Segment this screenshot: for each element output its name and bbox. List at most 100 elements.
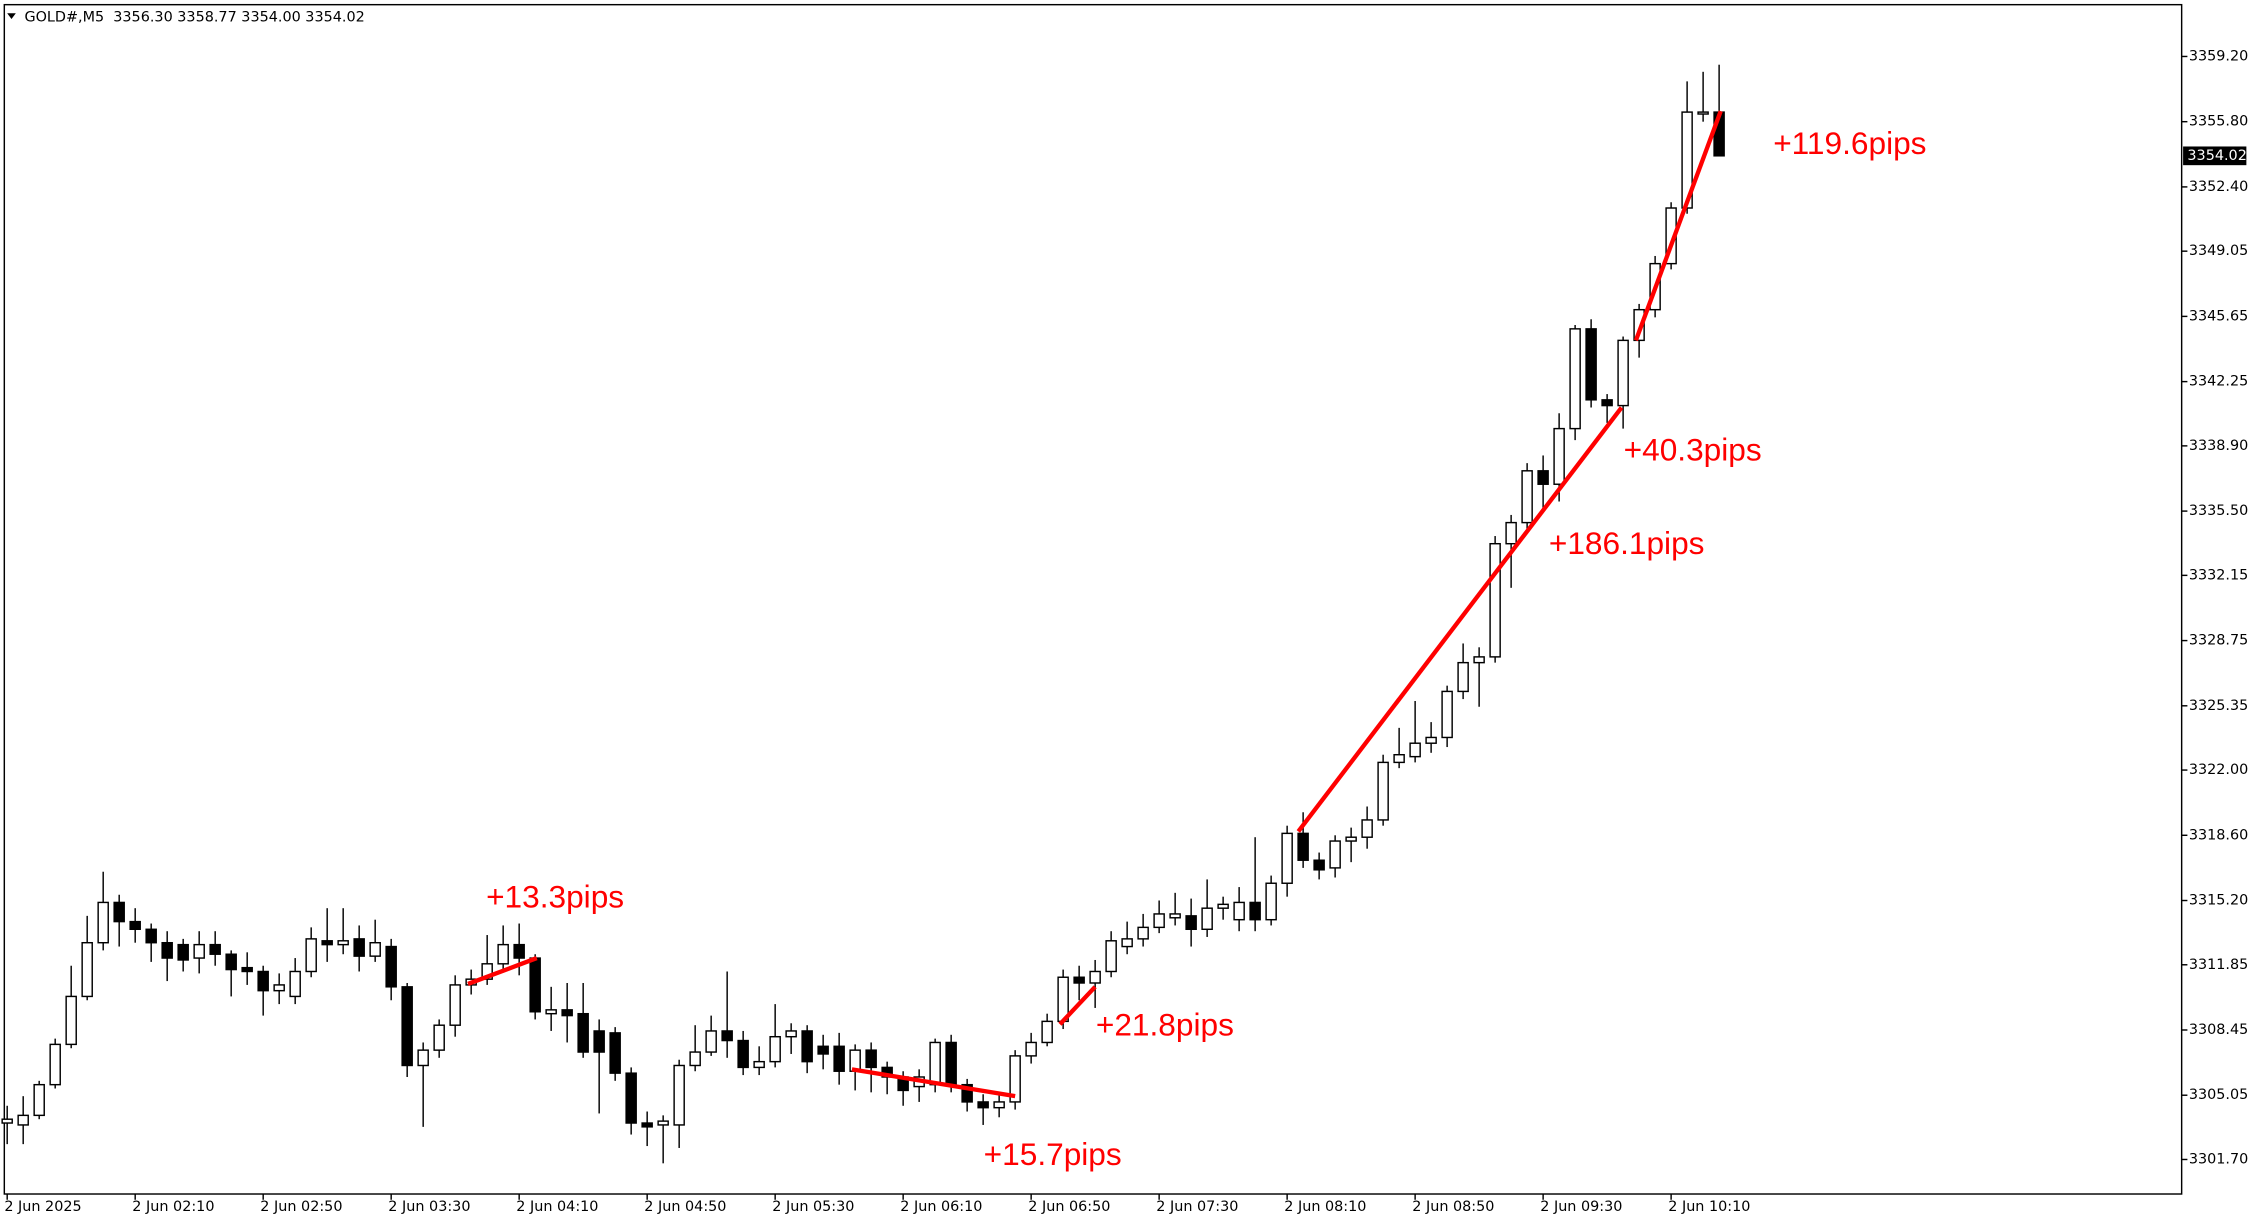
candle-body <box>641 1122 653 1128</box>
candle-body <box>1505 521 1517 545</box>
candle-body <box>817 1045 829 1055</box>
candle-body <box>801 1030 813 1063</box>
candle-body <box>529 957 541 1013</box>
candle-body <box>945 1041 957 1086</box>
candle-body <box>1009 1055 1021 1103</box>
candle-body <box>993 1101 1005 1109</box>
y-tick-label: 3328.75 <box>2189 633 2248 649</box>
candle-body <box>1041 1020 1053 1044</box>
candle-body <box>1297 832 1309 861</box>
candle-body <box>145 928 157 944</box>
candle-body <box>833 1045 845 1072</box>
candle-body <box>1633 308 1645 342</box>
price-tag <box>2183 146 2247 166</box>
candle-body <box>161 941 173 959</box>
candle-body <box>81 941 93 998</box>
candle-body <box>17 1114 29 1126</box>
y-tick-label: 3322.00 <box>2189 762 2248 778</box>
candle-body <box>689 1051 701 1067</box>
x-tick-label: 2 Jun 04:50 <box>644 1199 726 1215</box>
price-tag-label: 3354.02 <box>2187 148 2246 164</box>
candle-body <box>609 1032 621 1074</box>
annotation: +40.3pips <box>1624 431 1762 467</box>
candle-body <box>1281 832 1293 884</box>
candle-body <box>657 1120 669 1126</box>
annotation: +21.8pips <box>1096 1007 1234 1043</box>
x-tick-label: 2 Jun 05:30 <box>772 1199 854 1215</box>
candle-body <box>273 984 285 992</box>
candle-body <box>369 941 381 957</box>
candle-body <box>481 963 493 980</box>
candle-body <box>337 940 349 946</box>
candle-body <box>593 1030 605 1053</box>
candle-body <box>1553 427 1565 485</box>
candle-body <box>1073 976 1085 984</box>
candle-body <box>513 943 525 959</box>
candle-body <box>977 1101 989 1109</box>
candle-body <box>1617 339 1629 407</box>
candle-body <box>1105 940 1117 973</box>
candle-body <box>1441 690 1453 739</box>
candle-body <box>1265 882 1277 921</box>
trend-line <box>1633 110 1723 342</box>
candle-body <box>33 1083 45 1117</box>
candle-body <box>1313 859 1325 871</box>
candle-body <box>1569 328 1581 430</box>
candle-body <box>193 943 205 959</box>
candle-body <box>1377 761 1389 821</box>
candle-body <box>1393 753 1405 764</box>
annotation: +13.3pips <box>486 879 624 915</box>
candle-body <box>1345 836 1357 842</box>
candle-body <box>673 1064 685 1126</box>
y-tick-label: 3315.20 <box>2189 893 2248 909</box>
candle-body <box>385 945 397 988</box>
candle-body <box>753 1060 765 1069</box>
candle-body <box>305 938 317 973</box>
y-tick-label: 3311.85 <box>2189 957 2248 973</box>
candle-body <box>561 1009 573 1017</box>
y-tick-label: 3355.80 <box>2189 114 2248 130</box>
candle-body <box>177 943 189 961</box>
candle-body <box>1489 542 1501 658</box>
y-tick-label: 3349.05 <box>2189 243 2248 259</box>
candle-body <box>1585 328 1597 401</box>
candle-body <box>225 953 237 971</box>
x-tick-label: 2 Jun 07:30 <box>1156 1199 1238 1215</box>
y-tick-label: 3359.20 <box>2189 48 2248 64</box>
y-tick-label: 3338.90 <box>2189 438 2248 454</box>
candle-body <box>1361 819 1373 838</box>
candle-body <box>49 1043 61 1086</box>
candle-body <box>865 1049 877 1069</box>
plot-frame <box>3 3 2183 1195</box>
annotation: +119.6pips <box>1773 125 1926 161</box>
candle-body <box>449 984 461 1026</box>
candle-body <box>577 1012 589 1053</box>
x-tick-label: 2 Jun 08:50 <box>1412 1199 1494 1215</box>
trend-line <box>851 1067 1016 1099</box>
x-tick-label: 2 Jun 03:30 <box>388 1199 470 1215</box>
y-tick-label: 3332.15 <box>2189 567 2248 583</box>
candle-body <box>1 1118 13 1124</box>
candle-body <box>1521 470 1533 524</box>
candle-body <box>1121 938 1133 948</box>
candle-body <box>785 1030 797 1038</box>
candle-body <box>241 966 253 973</box>
y-tick-label: 3318.60 <box>2189 827 2248 843</box>
candle-body <box>1425 736 1437 744</box>
candle-body <box>113 901 125 923</box>
candle-body <box>737 1039 749 1069</box>
candle-body <box>961 1083 973 1103</box>
candle-body <box>1137 926 1149 940</box>
y-tick-label: 3352.40 <box>2189 179 2248 195</box>
candle-body <box>353 938 365 957</box>
candle-body <box>1025 1041 1037 1057</box>
y-tick-label: 3342.25 <box>2189 374 2248 390</box>
header: GOLD#,M5 3356.30 3358.77 3354.00 3354.02 <box>24 10 364 26</box>
candle-body <box>321 940 333 946</box>
candle-body <box>1249 901 1261 921</box>
trend-line <box>1296 406 1624 833</box>
menu-arrow <box>7 13 16 20</box>
candle-body <box>1601 399 1613 407</box>
